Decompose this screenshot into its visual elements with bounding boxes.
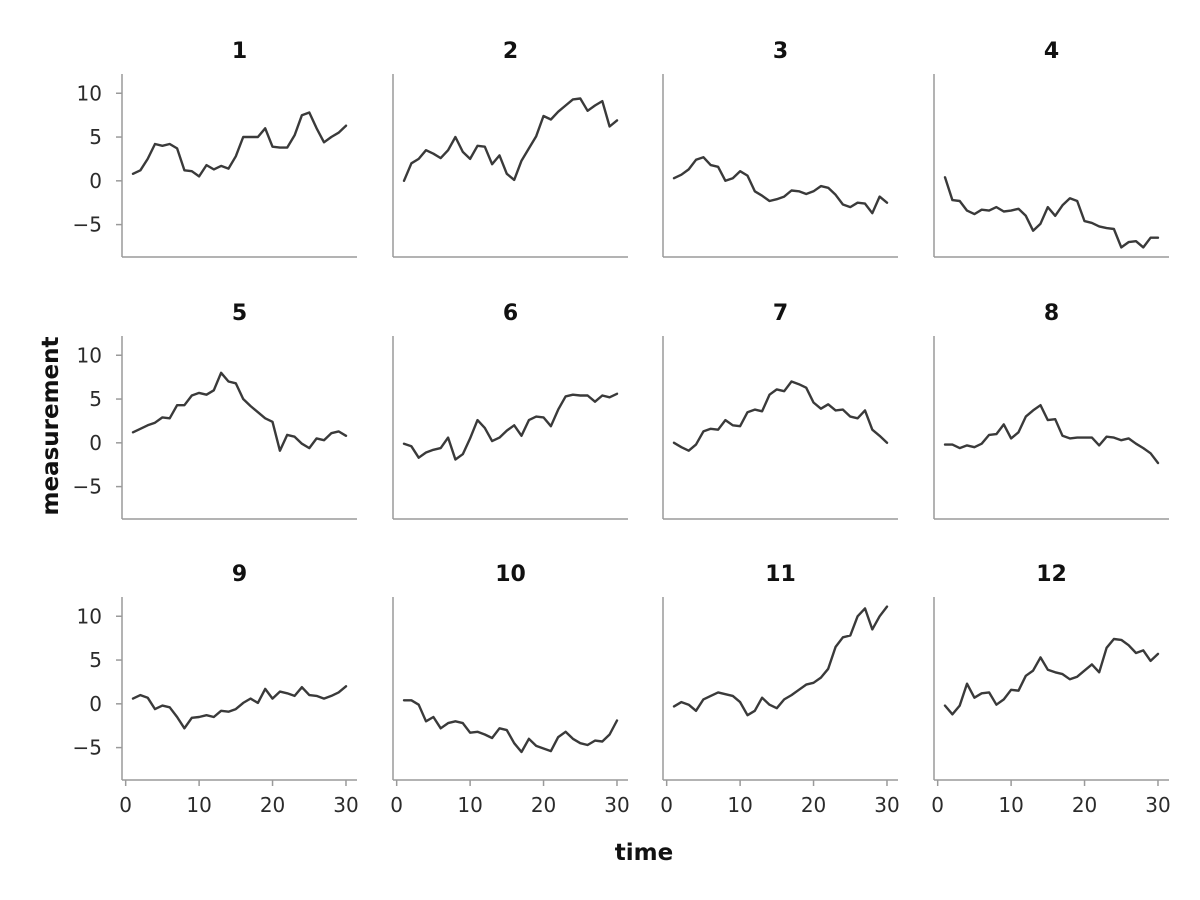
series-line-9 [131,685,348,730]
x-tick-label: 20 [260,793,285,817]
x-tick-label: 0 [931,793,944,817]
x-tick-label: 20 [531,793,556,817]
series-line-3 [672,155,889,215]
panel-5: 5 10 5 0 −5 [73,301,357,520]
panel-4: 4 [933,39,1169,258]
y-tick-label: 10 [77,604,102,628]
panel-1: 1 10 5 0 −5 [73,39,357,258]
y-tick-label: −5 [73,736,102,760]
y-tick-label: 5 [89,125,102,149]
panel-title: 8 [1044,301,1059,326]
panel-3: 3 [662,39,898,258]
panel-9: 9 10 5 0 −5 0 10 20 30 [73,562,359,817]
panel-10: 10 0 10 20 30 [390,562,629,817]
y-tick-label: 5 [89,387,102,411]
x-tick-label: 30 [333,793,358,817]
y-tick-label: 10 [77,81,102,105]
y-tick-label: 0 [89,692,102,716]
x-tick-label: 30 [874,793,899,817]
panel-title: 10 [495,562,526,587]
x-tick-label: 0 [390,793,403,817]
panel-title: 7 [773,301,788,326]
panel-title: 12 [1036,562,1067,587]
series-line-5 [131,371,348,452]
y-tick-label: 0 [89,169,102,193]
x-tick-label: 10 [727,793,752,817]
series-line-2 [402,97,619,183]
series-line-12 [943,637,1160,716]
series-line-6 [402,392,619,461]
y-tick-label: −5 [73,475,102,499]
x-tick-label: 0 [119,793,132,817]
y-tick-label: 10 [77,343,102,367]
series-line-10 [402,699,619,754]
panel-6: 6 [392,301,628,520]
x-tick-label: 0 [660,793,673,817]
series-line-4 [943,176,1160,249]
y-tick-label: −5 [73,213,102,237]
y-tick-label: 5 [89,648,102,672]
x-tick-label: 10 [186,793,211,817]
panel-12: 12 0 10 20 30 [931,562,1170,817]
panel-2: 2 [392,39,628,258]
panel-title: 3 [773,39,788,64]
panel-title: 1 [232,39,247,64]
x-tick-label: 20 [801,793,826,817]
x-tick-label: 10 [457,793,482,817]
x-axis-title: time [615,840,673,866]
series-line-8 [943,404,1160,465]
panel-title: 5 [232,301,247,326]
x-tick-label: 30 [604,793,629,817]
panel-title: 9 [232,562,247,587]
panel-title: 11 [765,562,796,587]
panel-11: 11 0 10 20 30 [660,562,899,817]
series-line-1 [131,111,348,178]
panel-title: 2 [503,39,518,64]
panel-8: 8 [933,301,1169,520]
y-tick-label: 0 [89,431,102,455]
y-axis-title: measurement [38,336,64,515]
x-tick-label: 10 [998,793,1023,817]
x-tick-label: 30 [1145,793,1170,817]
series-line-11 [672,605,889,717]
x-tick-label: 20 [1072,793,1097,817]
panel-7: 7 [662,301,898,520]
series-line-7 [672,380,889,452]
panel-title: 6 [503,301,518,326]
panel-title: 4 [1044,39,1059,64]
